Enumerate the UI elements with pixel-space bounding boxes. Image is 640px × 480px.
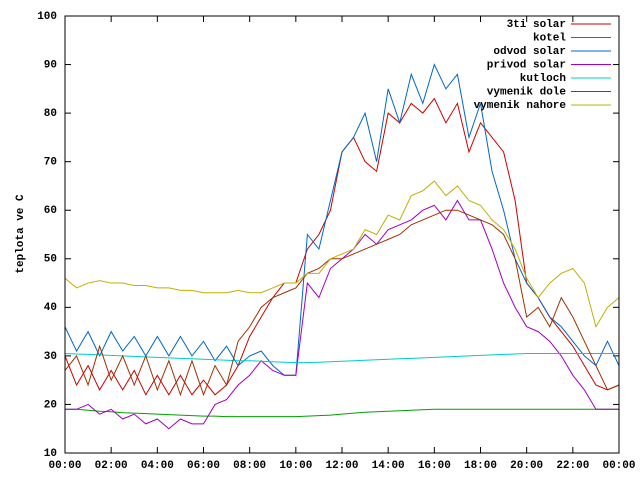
- series-line: [64, 209, 620, 397]
- legend-label: vymenik dole: [487, 86, 567, 98]
- y-tick-label: 50: [44, 254, 57, 266]
- x-tick-label: 04:00: [141, 460, 174, 472]
- y-tick-label: 30: [44, 351, 57, 363]
- y-tick-label: 80: [44, 108, 57, 120]
- x-tick-label: 00:00: [602, 460, 635, 472]
- x-tick-label: 02:00: [95, 460, 128, 472]
- legend-label: vymenik nahore: [474, 100, 567, 112]
- y-tick-label: 10: [44, 448, 57, 460]
- x-tick-label: 14:00: [372, 460, 405, 472]
- x-tick-label: 16:00: [418, 460, 451, 472]
- x-tick-label: 12:00: [325, 460, 358, 472]
- plot-border: [64, 15, 620, 454]
- legend-label: kutloch: [520, 73, 566, 85]
- x-tick-label: 22:00: [556, 460, 589, 472]
- y-tick-label: 90: [44, 59, 57, 71]
- x-tick-label: 06:00: [187, 460, 220, 472]
- x-tick-label: 00:00: [48, 460, 81, 472]
- legend-label: odvod solar: [493, 46, 566, 58]
- y-tick-label: 20: [44, 399, 57, 411]
- series-line: [65, 408, 619, 418]
- legend-label: privod solar: [487, 59, 566, 71]
- series-line: [64, 352, 619, 364]
- y-tick-label: 60: [44, 205, 57, 217]
- x-tick-label: 20:00: [510, 460, 543, 472]
- y-tick-label: 40: [44, 302, 57, 314]
- series-line: [64, 63, 620, 376]
- x-tick-label: 18:00: [464, 460, 497, 472]
- x-tick-label: 10:00: [279, 460, 312, 472]
- y-axis-label: teplota ve C: [15, 194, 27, 274]
- series-line: [64, 180, 620, 329]
- y-tick-label: 70: [44, 157, 57, 169]
- legend-label: 3ti solar: [507, 19, 566, 31]
- x-tick-label: 08:00: [233, 460, 266, 472]
- y-tick-label: 100: [37, 11, 57, 23]
- legend-label: kotel: [533, 32, 566, 44]
